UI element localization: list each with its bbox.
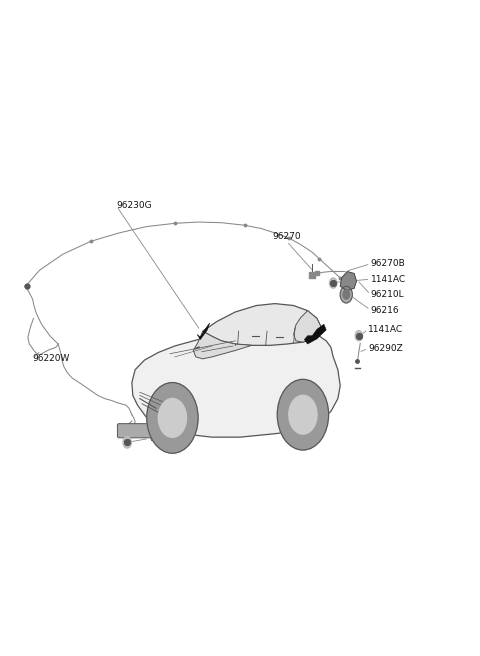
- Polygon shape: [193, 331, 252, 359]
- Circle shape: [343, 290, 349, 299]
- Circle shape: [329, 278, 337, 288]
- Text: 84777D: 84777D: [149, 434, 185, 443]
- Text: 96270B: 96270B: [371, 259, 405, 268]
- Text: 96270: 96270: [272, 232, 301, 241]
- Text: 96220W: 96220W: [33, 354, 70, 363]
- Polygon shape: [203, 304, 322, 345]
- Circle shape: [147, 382, 198, 453]
- Circle shape: [277, 379, 329, 450]
- Text: 96230G: 96230G: [117, 201, 152, 211]
- Circle shape: [340, 286, 352, 303]
- Polygon shape: [294, 311, 322, 342]
- Text: 1141AC: 1141AC: [371, 275, 406, 283]
- Text: 96240D: 96240D: [158, 417, 194, 426]
- Text: 96216: 96216: [371, 306, 399, 314]
- Polygon shape: [132, 328, 340, 437]
- Polygon shape: [304, 324, 326, 344]
- FancyBboxPatch shape: [118, 424, 153, 438]
- Text: 96290Z: 96290Z: [368, 344, 403, 353]
- Text: 1141AC: 1141AC: [368, 325, 403, 334]
- Circle shape: [123, 436, 132, 448]
- Polygon shape: [197, 323, 210, 340]
- Circle shape: [355, 331, 362, 341]
- Circle shape: [158, 398, 187, 438]
- Circle shape: [289, 396, 317, 434]
- Polygon shape: [340, 272, 357, 291]
- Text: 96210L: 96210L: [371, 290, 404, 299]
